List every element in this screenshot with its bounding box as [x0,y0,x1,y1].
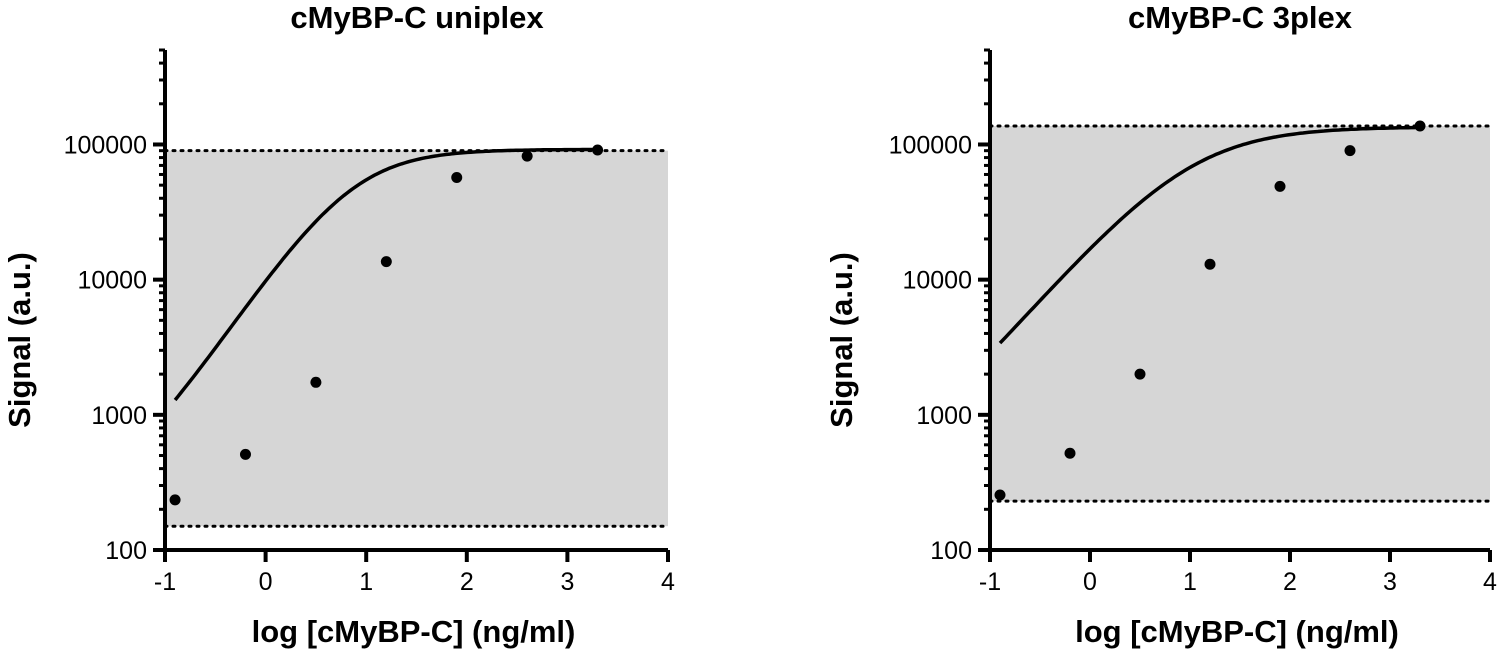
data-point [1134,368,1146,380]
x-tick-label: 1 [359,568,373,596]
data-point [521,150,533,162]
data-point [1414,120,1426,132]
data-point [1204,258,1216,270]
chart-panel-2: 100 1000 10000 100000 -1 0 1 2 3 4 cMyBP-C 3plex lo… [824,0,1497,649]
x-tick-label: 3 [1383,568,1397,596]
x-tick-label: 2 [460,568,474,596]
x-axis-title: log [cMyBP-C] (ng/ml) [1075,614,1399,649]
quantification-range-band [990,126,1490,502]
y-tick-label: 100 [105,537,147,565]
y-tick-label: 10000 [77,267,147,295]
x-tick-label: 4 [1483,568,1497,596]
data-point [451,171,463,183]
data-point [592,144,604,156]
x-tick-label: 2 [1283,568,1297,596]
chart-title: cMyBP-C 3plex [1128,0,1353,35]
x-tick-label: 0 [259,568,273,596]
y-tick-label: 100000 [64,131,147,159]
data-point [380,256,392,268]
data-point [1274,180,1286,192]
x-tick-label: 0 [1083,568,1097,596]
fit-curve [998,125,1420,345]
data-point [994,489,1006,501]
x-tick-label: 1 [1183,568,1197,596]
y-tick-label: 100000 [889,131,972,159]
chart-panel-1: 100 1000 10000 100000 -1 0 1 2 3 4 cMyBP-C uniplex… [2,0,675,649]
chart-title: cMyBP-C uniplex [290,0,544,35]
data-point [310,376,322,388]
y-tick-label: 10000 [902,267,972,295]
data-point [169,494,181,506]
y-axis-title: Signal (a.u.) [2,252,37,428]
y-tick-label: 1000 [916,402,972,430]
x-tick-label: 4 [661,568,675,596]
data-point [239,448,251,460]
y-axis-title: Signal (a.u.) [824,252,859,428]
data-point [1344,145,1356,157]
y-tick-label: 1000 [91,402,147,430]
fit-curve [173,147,598,402]
x-tick-label: -1 [979,568,1001,596]
x-axis-title: log [cMyBP-C] (ng/ml) [252,614,576,649]
x-tick-label: 3 [560,568,574,596]
y-tick-label: 100 [930,537,972,565]
quantification-range-band [165,150,668,527]
data-point [1064,447,1076,459]
x-tick-label: -1 [154,568,176,596]
